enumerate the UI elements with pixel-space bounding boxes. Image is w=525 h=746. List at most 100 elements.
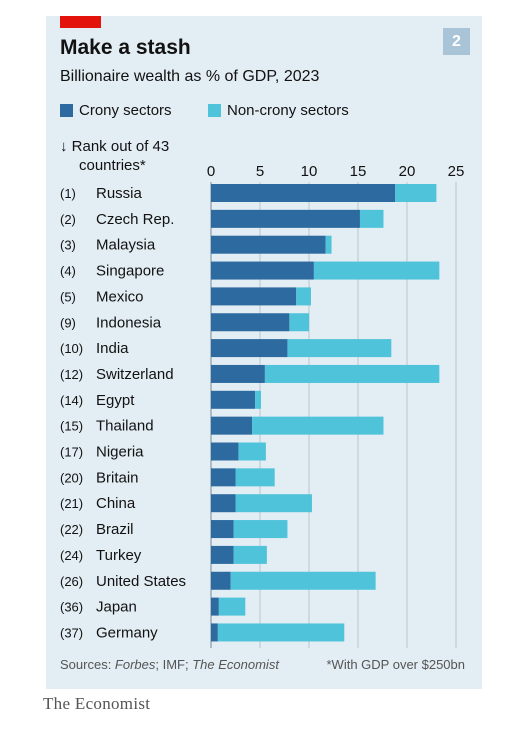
grid-lines xyxy=(210,182,457,648)
bar-crony xyxy=(211,416,253,435)
legend-label-crony: Crony sectors xyxy=(79,101,172,119)
rank-label: (1) xyxy=(60,186,76,201)
red-accent-bar xyxy=(60,16,101,28)
brand-wordmark: The Economist xyxy=(43,694,151,713)
bar-non-crony xyxy=(235,468,275,487)
x-tick-label: 10 xyxy=(301,163,318,180)
bar-non-crony xyxy=(217,623,345,642)
country-label: Czech Rep. xyxy=(96,211,174,228)
x-tick-label: 0 xyxy=(207,163,215,180)
bar-crony xyxy=(211,261,314,280)
country-label: Indonesia xyxy=(96,314,162,331)
country-label: Russia xyxy=(96,185,143,202)
bar-non-crony xyxy=(230,571,376,590)
bar-crony xyxy=(211,468,236,487)
rank-label: (9) xyxy=(60,315,76,330)
bar-non-crony xyxy=(233,545,267,564)
x-axis-ticks: 0 5 10 15 20 25 xyxy=(207,163,465,180)
x-tick-label: 20 xyxy=(399,163,416,180)
rank-label: (3) xyxy=(60,238,76,253)
bar-non-crony xyxy=(289,313,309,332)
country-label: Japan xyxy=(96,599,137,616)
bar-crony xyxy=(211,390,256,409)
rank-label: (37) xyxy=(60,625,83,640)
rank-label: (24) xyxy=(60,548,83,563)
bar-crony xyxy=(211,571,231,590)
sources-mid: ; IMF; xyxy=(155,657,193,672)
x-tick-label: 5 xyxy=(256,163,264,180)
country-label: United States xyxy=(96,573,186,590)
bar-non-crony xyxy=(233,520,288,539)
rank-label: (4) xyxy=(60,264,76,279)
bar-non-crony xyxy=(359,209,384,228)
bar-non-crony xyxy=(252,416,384,435)
country-label: Thailand xyxy=(96,418,154,435)
sources-economist: The Economist xyxy=(192,657,279,672)
country-label: Nigeria xyxy=(96,444,144,461)
bar-crony xyxy=(211,364,265,383)
x-tick-label: 15 xyxy=(350,163,367,180)
sources-prefix: Sources: xyxy=(60,657,115,672)
rank-label: (20) xyxy=(60,470,83,485)
chart-number-badge: 2 xyxy=(443,28,470,55)
country-label: Germany xyxy=(96,624,158,641)
bar-crony xyxy=(211,545,234,564)
rank-label: (21) xyxy=(60,496,83,511)
sources-forbes: Forbes xyxy=(114,657,156,672)
bar-crony xyxy=(211,287,297,306)
country-label: Malaysia xyxy=(96,237,156,254)
bar-non-crony xyxy=(255,390,261,409)
rank-label: (26) xyxy=(60,574,83,589)
bar-crony xyxy=(211,597,219,616)
rank-label-line1: ↓ Rank out of 43 xyxy=(60,138,170,155)
bar-non-crony xyxy=(218,597,246,616)
footnote: *With GDP over $250bn xyxy=(326,657,466,672)
rank-label: (15) xyxy=(60,419,83,434)
bar-crony xyxy=(211,339,288,358)
legend-item-crony: Crony sectors xyxy=(60,100,172,120)
bar-crony xyxy=(211,623,218,642)
bar-crony xyxy=(211,184,396,202)
category-labels: (1) Russia (2) Czech Rep. (3) Malaysia (4) Sing… xyxy=(60,185,186,641)
rank-axis-label: ↓ Rank out of 43 countries* xyxy=(60,137,169,175)
chart-subtitle: Billionaire wealth as % of GDP, 2023 xyxy=(60,68,320,85)
bar-crony xyxy=(211,520,234,539)
rank-label: (10) xyxy=(60,341,83,356)
bar-crony xyxy=(211,235,326,254)
bars xyxy=(211,184,440,642)
bar-crony xyxy=(211,209,360,228)
rank-label: (12) xyxy=(60,367,83,382)
bar-non-crony xyxy=(287,339,392,358)
bar-non-crony xyxy=(325,235,332,254)
rank-label: (36) xyxy=(60,600,83,615)
bar-non-crony xyxy=(235,494,312,513)
bar-crony xyxy=(211,442,239,461)
bar-non-crony xyxy=(238,442,266,461)
country-label: China xyxy=(96,495,136,512)
bar-non-crony xyxy=(296,287,311,306)
country-label: Singapore xyxy=(96,263,164,280)
country-label: India xyxy=(96,340,129,357)
country-label: Turkey xyxy=(96,547,142,564)
country-label: Mexico xyxy=(96,288,144,305)
legend-swatch-crony xyxy=(60,103,73,117)
rank-label-line2: countries* xyxy=(79,157,146,174)
rank-label: (2) xyxy=(60,212,76,227)
bar-crony xyxy=(211,313,290,332)
country-label: Britain xyxy=(96,469,139,486)
rank-label: (14) xyxy=(60,393,83,408)
bar-crony xyxy=(211,494,236,513)
sources-note: Sources: Forbes; IMF; The Economist xyxy=(60,657,279,672)
x-tick-label: 25 xyxy=(448,163,465,180)
legend-item-non-crony: Non-crony sectors xyxy=(208,100,349,120)
country-label: Brazil xyxy=(96,521,134,538)
bar-non-crony xyxy=(264,364,440,383)
country-label: Switzerland xyxy=(96,366,174,383)
chart-title: Make a stash xyxy=(60,36,191,59)
bar-non-crony xyxy=(395,184,437,202)
country-label: Egypt xyxy=(96,392,135,409)
legend-label-non-crony: Non-crony sectors xyxy=(227,101,349,119)
rank-label: (17) xyxy=(60,445,83,460)
rank-label: (22) xyxy=(60,522,83,537)
